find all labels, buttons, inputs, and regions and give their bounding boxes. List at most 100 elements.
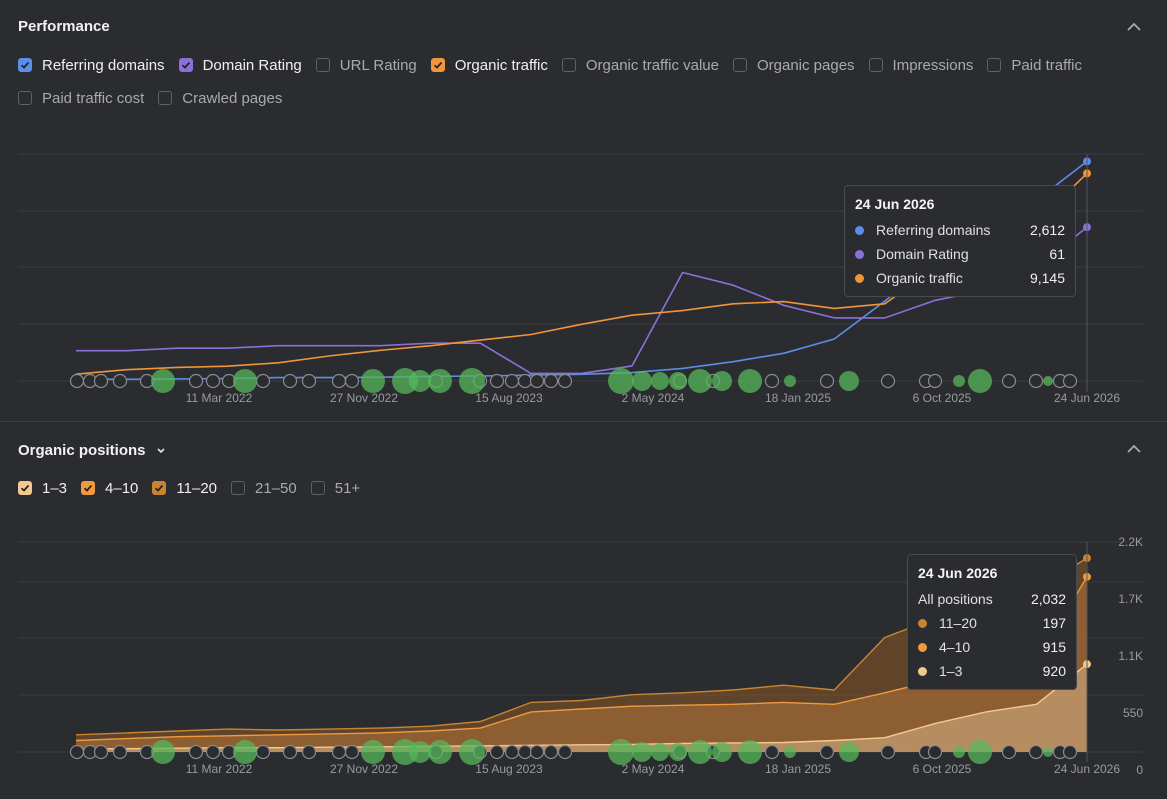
google-update-icon[interactable] [93, 744, 109, 760]
checkbox-organic-traffic[interactable]: Organic traffic [430, 55, 548, 75]
checkbox-4-10[interactable]: 4–10 [81, 478, 138, 498]
activity-bubble[interactable] [608, 739, 634, 765]
google-update-icon[interactable] [112, 744, 128, 760]
google-update-icon[interactable] [331, 373, 347, 389]
activity-bubble[interactable] [688, 369, 712, 393]
google-update-icon[interactable] [69, 373, 85, 389]
activity-bubble[interactable] [651, 372, 669, 390]
google-update-icon[interactable] [188, 744, 204, 760]
google-update-icon[interactable] [557, 373, 573, 389]
checkbox-21-50[interactable]: 21–50 [231, 478, 297, 498]
google-update-icon[interactable] [255, 373, 271, 389]
activity-bubble[interactable] [151, 369, 175, 393]
google-update-icon[interactable] [517, 744, 533, 760]
activity-bubble[interactable] [1043, 376, 1053, 386]
activity-bubble[interactable] [839, 371, 859, 391]
google-update-icon[interactable] [93, 373, 109, 389]
activity-bubble[interactable] [1043, 747, 1053, 757]
google-update-icon[interactable] [489, 744, 505, 760]
checkbox-crawled-pages[interactable]: Crawled pages [158, 88, 282, 108]
organic-positions-chart[interactable]: 2.2K 1.7K 1.1K 550 0 11 Mar 2022 27 Nov 2022 15… [0, 522, 1167, 799]
google-update-icon[interactable] [1062, 744, 1078, 760]
google-update-icon[interactable] [504, 373, 520, 389]
google-update-icon[interactable] [1028, 744, 1044, 760]
checkbox-paid-traffic-cost[interactable]: Paid traffic cost [18, 88, 144, 108]
google-update-icon[interactable] [764, 373, 780, 389]
google-update-icon[interactable] [282, 373, 298, 389]
google-update-icon[interactable] [927, 744, 943, 760]
checkbox-paid-traffic[interactable]: Paid traffic [987, 55, 1082, 75]
activity-bubble[interactable] [233, 740, 257, 764]
google-update-icon[interactable] [282, 744, 298, 760]
checkbox-11-20[interactable]: 11–20 [152, 478, 217, 498]
activity-bubble[interactable] [632, 371, 652, 391]
activity-bubble[interactable] [968, 369, 992, 393]
activity-bubble[interactable] [712, 742, 732, 762]
checkbox-51[interactable]: 51+ [310, 478, 360, 498]
activity-bubble[interactable] [784, 375, 796, 387]
google-update-icon[interactable] [301, 373, 317, 389]
organic-positions-dropdown[interactable]: Organic positions [18, 442, 166, 459]
google-update-icon[interactable] [543, 373, 559, 389]
google-update-icon[interactable] [344, 744, 360, 760]
google-update-icon[interactable] [255, 744, 271, 760]
activity-bubble[interactable] [784, 746, 796, 758]
activity-bubble[interactable] [632, 742, 652, 762]
google-update-icon[interactable] [1001, 373, 1017, 389]
google-update-icon[interactable] [112, 373, 128, 389]
activity-bubble[interactable] [459, 739, 485, 765]
activity-bubble[interactable] [233, 369, 257, 393]
checkbox-domain-rating[interactable]: Domain Rating [178, 55, 302, 75]
google-update-icon[interactable] [1001, 744, 1017, 760]
google-update-icon[interactable] [819, 744, 835, 760]
google-update-icon[interactable] [69, 744, 85, 760]
google-update-icon[interactable] [1062, 373, 1078, 389]
google-update-icon[interactable] [880, 744, 896, 760]
google-update-icon[interactable] [529, 373, 545, 389]
activity-bubble[interactable] [651, 743, 669, 761]
google-update-icon[interactable] [205, 744, 221, 760]
activity-bubble[interactable] [669, 743, 687, 761]
collapse-chevron-up-icon[interactable] [1127, 444, 1141, 454]
google-update-icon[interactable] [188, 373, 204, 389]
activity-bubble[interactable] [608, 368, 634, 394]
activity-bubble[interactable] [738, 369, 762, 393]
google-update-icon[interactable] [543, 744, 559, 760]
activity-bubble[interactable] [953, 746, 965, 758]
activity-bubble[interactable] [151, 740, 175, 764]
activity-bubble[interactable] [459, 368, 485, 394]
checkbox-organic-pages[interactable]: Organic pages [732, 55, 855, 75]
activity-bubble[interactable] [738, 740, 762, 764]
checkbox-organic-traffic-value[interactable]: Organic traffic value [561, 55, 719, 75]
checkbox-referring-domains[interactable]: Referring domains [18, 55, 165, 75]
google-update-icon[interactable] [205, 373, 221, 389]
activity-bubble[interactable] [361, 369, 385, 393]
checkbox-url-rating[interactable]: URL Rating [315, 55, 417, 75]
checkbox-impressions[interactable]: Impressions [868, 55, 973, 75]
activity-bubble[interactable] [712, 371, 732, 391]
activity-bubble[interactable] [409, 741, 431, 763]
google-update-icon[interactable] [557, 744, 573, 760]
google-update-icon[interactable] [301, 744, 317, 760]
google-update-icon[interactable] [331, 744, 347, 760]
activity-bubble[interactable] [953, 375, 965, 387]
google-update-icon[interactable] [517, 373, 533, 389]
activity-bubble[interactable] [428, 740, 452, 764]
activity-bubble[interactable] [361, 740, 385, 764]
google-update-icon[interactable] [819, 373, 835, 389]
google-update-icon[interactable] [529, 744, 545, 760]
activity-bubble[interactable] [428, 369, 452, 393]
collapse-chevron-up-icon[interactable] [1127, 22, 1141, 32]
activity-bubble[interactable] [409, 370, 431, 392]
google-update-icon[interactable] [880, 373, 896, 389]
activity-bubble[interactable] [688, 740, 712, 764]
checkbox-1-3[interactable]: 1–3 [18, 478, 67, 498]
google-update-icon[interactable] [504, 744, 520, 760]
activity-bubble[interactable] [968, 740, 992, 764]
activity-bubble[interactable] [839, 742, 859, 762]
google-update-icon[interactable] [1028, 373, 1044, 389]
activity-bubble[interactable] [669, 372, 687, 390]
google-update-icon[interactable] [344, 373, 360, 389]
google-update-icon[interactable] [489, 373, 505, 389]
google-update-icon[interactable] [764, 744, 780, 760]
